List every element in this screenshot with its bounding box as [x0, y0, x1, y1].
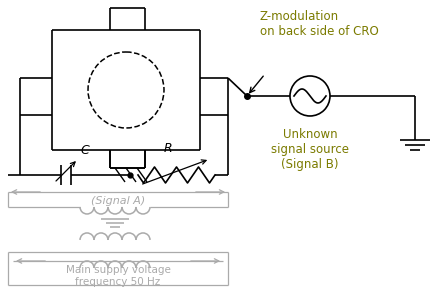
Text: (Signal A): (Signal A)	[91, 196, 145, 206]
Text: Z-modulation
on back side of CRO: Z-modulation on back side of CRO	[260, 10, 378, 38]
Text: R: R	[163, 142, 172, 155]
Text: Main supply voltage
frequency 50 Hz: Main supply voltage frequency 50 Hz	[66, 265, 170, 287]
Text: Unknown
signal source
(Signal B): Unknown signal source (Signal B)	[270, 128, 348, 171]
Text: C: C	[80, 144, 89, 157]
